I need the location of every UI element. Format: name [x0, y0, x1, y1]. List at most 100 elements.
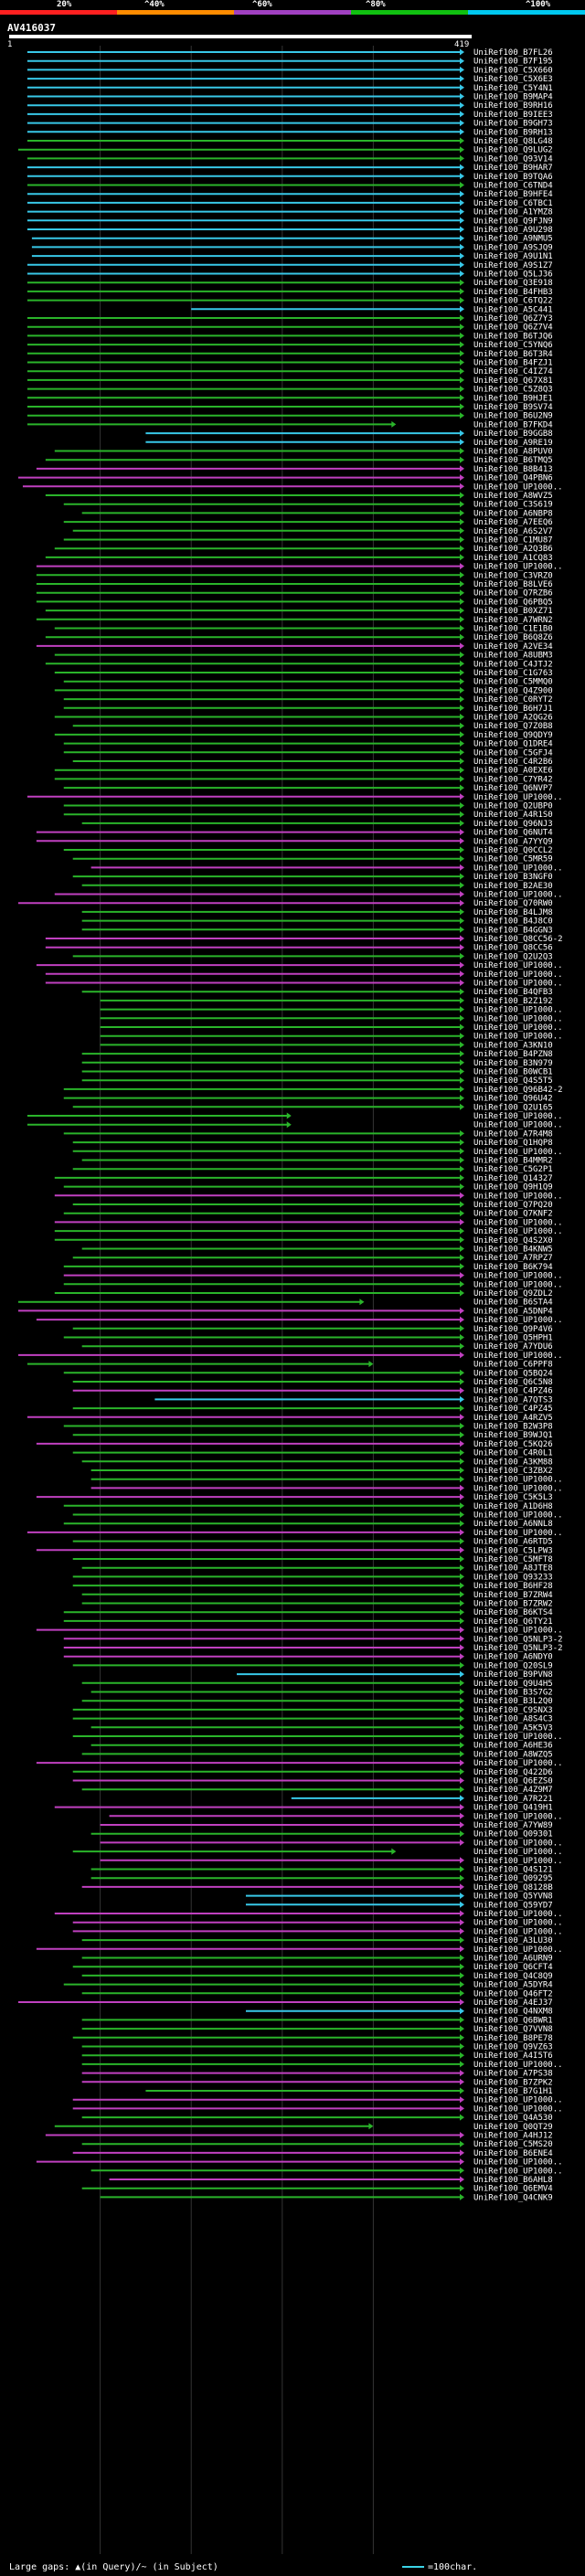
- hit-row[interactable]: UniRef100_B0WCB1: [81, 1068, 553, 1077]
- hit-label-link[interactable]: UniRef100_UP1000..: [473, 2167, 563, 2176]
- hit-label-link[interactable]: UniRef100_A6S2V7: [473, 527, 553, 536]
- hit-label-link[interactable]: UniRef100_Q4CNK9: [473, 2193, 553, 2202]
- hit-label-link[interactable]: UniRef100_B7G1H1: [473, 2087, 553, 2096]
- hit-row[interactable]: UniRef100_B7ZPK2: [81, 2078, 553, 2087]
- hit-row[interactable]: UniRef100_B4GGN3: [81, 926, 553, 935]
- hit-label-link[interactable]: UniRef100_UP1000..: [473, 1352, 563, 1361]
- hit-row[interactable]: UniRef100_Q7Z0B8: [72, 722, 553, 731]
- hit-label-link[interactable]: UniRef100_Q6BWR1: [473, 2016, 553, 2025]
- hit-label-link[interactable]: UniRef100_A1CQ83: [473, 554, 553, 563]
- hit-row[interactable]: UniRef100_A4EJ37: [17, 1998, 553, 2008]
- hit-label-link[interactable]: UniRef100_Q9FJN9: [473, 217, 553, 226]
- hit-row[interactable]: UniRef100_Q96B42-2: [63, 1086, 563, 1095]
- hit-label-link[interactable]: UniRef100_Q09295: [473, 1874, 553, 1883]
- hit-row[interactable]: UniRef100_Q70RW0: [17, 899, 553, 908]
- hit-label-link[interactable]: UniRef100_UP1000..: [473, 1006, 563, 1015]
- hit-label-link[interactable]: UniRef100_Q4C8Q9: [473, 1972, 553, 1981]
- hit-label-link[interactable]: UniRef100_Q2U165: [473, 1103, 553, 1112]
- hit-row[interactable]: UniRef100_UP1000..: [54, 1910, 563, 1919]
- hit-label-link[interactable]: UniRef100_C5MR59: [473, 855, 553, 864]
- hit-row[interactable]: UniRef100_B6H7J1: [63, 705, 553, 714]
- hit-label-link[interactable]: UniRef100_C5GFJ4: [473, 748, 553, 758]
- hit-row[interactable]: UniRef100_UP1000..: [72, 2104, 563, 2114]
- hit-row[interactable]: UniRef100_B3L2Q0: [81, 1697, 553, 1706]
- hit-label-link[interactable]: UniRef100_C4PZ46: [473, 1387, 553, 1396]
- hit-label-link[interactable]: UniRef100_Q4S2X0: [473, 1236, 553, 1246]
- hit-row[interactable]: UniRef100_Q93233: [72, 1573, 553, 1582]
- hit-label-link[interactable]: UniRef100_A1D6H8: [473, 1502, 553, 1511]
- hit-label-link[interactable]: UniRef100_Q7PQ20: [473, 1201, 553, 1210]
- hit-label-link[interactable]: UniRef100_UP1000..: [473, 891, 563, 900]
- hit-row[interactable]: UniRef100_Q2UBP0: [63, 802, 553, 811]
- hit-label-link[interactable]: UniRef100_B4KNW5: [473, 1246, 553, 1255]
- hit-row[interactable]: UniRef100_C4PZ46: [72, 1387, 553, 1396]
- hit-label-link[interactable]: UniRef100_Q0CCL2: [473, 846, 553, 855]
- hit-label-link[interactable]: UniRef100_UP1000..: [473, 2104, 563, 2114]
- hit-row[interactable]: UniRef100_Q3E918: [27, 279, 553, 288]
- hit-row[interactable]: UniRef100_B3S7G2: [90, 1689, 553, 1698]
- hit-label-link[interactable]: UniRef100_B3NGF0: [473, 873, 553, 882]
- hit-row[interactable]: UniRef100_A6NBP8: [81, 509, 553, 518]
- hit-row[interactable]: UniRef100_A7YW89: [100, 1821, 553, 1830]
- hit-row[interactable]: UniRef100_Q6Z7Y3: [27, 314, 553, 323]
- hit-label-link[interactable]: UniRef100_Q70RW0: [473, 899, 553, 908]
- hit-label-link[interactable]: UniRef100_B2W3P8: [473, 1423, 553, 1432]
- hit-label-link[interactable]: UniRef100_C5MFT8: [473, 1555, 553, 1564]
- hit-label-link[interactable]: UniRef100_C1MU87: [473, 536, 553, 546]
- hit-label-link[interactable]: UniRef100_B9PVN8: [473, 1670, 553, 1680]
- hit-label-link[interactable]: UniRef100_A8WVZ5: [473, 492, 553, 501]
- hit-row[interactable]: UniRef100_UP1000..: [90, 864, 563, 873]
- hit-label-link[interactable]: UniRef100_B7ZRW2: [473, 1600, 553, 1609]
- hit-row[interactable]: UniRef100_Q7RZB6: [36, 589, 553, 599]
- hit-row[interactable]: UniRef100_A7YDU6: [81, 1342, 553, 1352]
- hit-label-link[interactable]: UniRef100_UP1000..: [473, 980, 563, 989]
- hit-row[interactable]: UniRef100_A6URN9: [81, 1955, 553, 1964]
- hit-label-link[interactable]: UniRef100_Q93V14: [473, 154, 553, 164]
- hit-label-link[interactable]: UniRef100_Q6NUT4: [473, 829, 553, 838]
- hit-label-link[interactable]: UniRef100_Q2UBP0: [473, 802, 553, 811]
- hit-label-link[interactable]: UniRef100_Q96U42: [473, 1095, 553, 1104]
- hit-row[interactable]: UniRef100_A5DYR4: [63, 1981, 553, 1990]
- hit-row[interactable]: UniRef100_C1G763: [54, 669, 553, 678]
- hit-row[interactable]: UniRef100_UP1000..: [90, 2167, 563, 2176]
- hit-row[interactable]: UniRef100_UP1000..: [36, 2158, 563, 2168]
- hit-row[interactable]: UniRef100_B2W3P8: [63, 1423, 553, 1432]
- hit-row[interactable]: UniRef100_UP1000..: [17, 1352, 563, 1361]
- hit-label-link[interactable]: UniRef100_UP1000..: [473, 2158, 563, 2168]
- hit-label-link[interactable]: UniRef100_C5Z8Q3: [473, 386, 553, 395]
- hit-label-link[interactable]: UniRef100_Q6TY21: [473, 1617, 553, 1627]
- hit-row[interactable]: UniRef100_UP1000..: [100, 1857, 563, 1866]
- hit-label-link[interactable]: UniRef100_UP1000..: [473, 1023, 563, 1033]
- hit-row[interactable]: UniRef100_Q6PBQ5: [36, 598, 553, 607]
- hit-row[interactable]: UniRef100_Q7PQ20: [72, 1201, 553, 1210]
- hit-label-link[interactable]: UniRef100_UP1000..: [473, 793, 563, 802]
- hit-label-link[interactable]: UniRef100_B9HJE1: [473, 394, 553, 403]
- hit-row[interactable]: UniRef100_C1MU87: [63, 536, 553, 546]
- hit-label-link[interactable]: UniRef100_A8S4C3: [473, 1715, 553, 1724]
- hit-label-link[interactable]: UniRef100_Q14327: [473, 1174, 553, 1183]
- hit-label-link[interactable]: UniRef100_C4PZ45: [473, 1405, 553, 1414]
- hit-label-link[interactable]: UniRef100_A3KN10: [473, 1041, 553, 1050]
- hit-label-link[interactable]: UniRef100_A3LU30: [473, 1936, 553, 1945]
- hit-row[interactable]: UniRef100_B7ZRW2: [81, 1600, 553, 1609]
- hit-label-link[interactable]: UniRef100_B9SV74: [473, 403, 553, 412]
- hit-row[interactable]: UniRef100_B9GGB8: [145, 429, 553, 439]
- hit-row[interactable]: UniRef100_A8PUV0: [54, 448, 553, 457]
- hit-row[interactable]: UniRef100_B4PZN8: [81, 1050, 553, 1059]
- hit-row[interactable]: UniRef100_A1YMZ8: [27, 208, 553, 217]
- hit-row[interactable]: UniRef100_C3S619: [63, 501, 553, 510]
- hit-label-link[interactable]: UniRef100_A4HJ12: [473, 2132, 553, 2141]
- hit-row[interactable]: UniRef100_C4R0L1: [72, 1449, 553, 1458]
- hit-label-link[interactable]: UniRef100_A2QG26: [473, 714, 553, 723]
- hit-row[interactable]: UniRef100_A3KM88: [81, 1458, 553, 1467]
- hit-label-link[interactable]: UniRef100_UP1000..: [473, 1945, 563, 1955]
- hit-label-link[interactable]: UniRef100_A2Q3B6: [473, 545, 553, 554]
- hit-row[interactable]: UniRef100_UP1000..: [54, 1218, 563, 1227]
- hit-label-link[interactable]: UniRef100_B7FL26: [473, 48, 553, 58]
- hit-row[interactable]: UniRef100_Q419H1: [54, 1804, 553, 1813]
- hit-label-link[interactable]: UniRef100_A8WZQ5: [473, 1750, 553, 1759]
- hit-label-link[interactable]: UniRef100_Q7VVN8: [473, 2025, 553, 2034]
- hit-row[interactable]: UniRef100_B2AE30: [81, 882, 553, 891]
- hit-row[interactable]: UniRef100_Q6EZS0: [72, 1777, 553, 1786]
- hit-label-link[interactable]: UniRef100_Q5NLP3-2: [473, 1644, 563, 1653]
